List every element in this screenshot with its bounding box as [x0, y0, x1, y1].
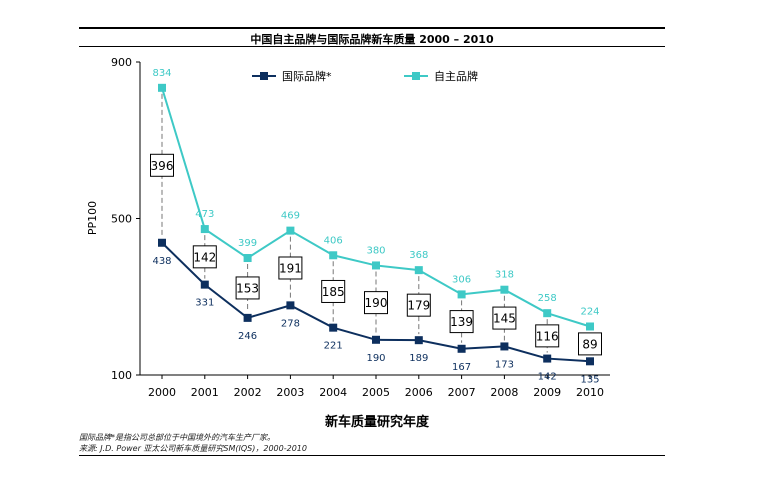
legend-international-label: 国际品牌*	[282, 69, 332, 83]
x-tick-label: 2001	[191, 386, 219, 399]
point-international	[243, 313, 252, 322]
x-axis-label: 新车质量研究年度	[324, 415, 429, 430]
point-international	[372, 335, 380, 344]
data-label-domestic: 399	[238, 238, 257, 249]
point-domestic	[158, 83, 166, 92]
point-domestic	[329, 251, 338, 260]
gap-label: 185	[322, 285, 345, 299]
point-domestic	[543, 309, 552, 318]
gap-label: 396	[151, 159, 174, 173]
gap-box	[406, 293, 431, 317]
point-domestic	[243, 254, 252, 263]
gap-box	[150, 153, 174, 177]
gap-label: 191	[279, 261, 302, 275]
gap-box	[449, 310, 474, 334]
data-label-domestic: 306	[452, 274, 471, 285]
data-label-domestic: 258	[538, 293, 557, 304]
gap-box	[492, 306, 517, 330]
data-label-domestic: 406	[324, 235, 343, 246]
data-label-international: 173	[495, 359, 514, 370]
point-domestic	[200, 225, 209, 234]
data-label-international: 135	[580, 374, 599, 385]
data-label-international: 221	[324, 341, 343, 352]
point-international	[414, 336, 423, 345]
gap-label: 116	[536, 329, 559, 343]
gap-label: 142	[193, 250, 216, 264]
point-domestic	[414, 266, 423, 275]
data-label-domestic: 368	[409, 250, 428, 261]
y-tick-label: 500	[111, 213, 132, 226]
x-tick-label: 2002	[234, 386, 262, 399]
gap-label: 153	[236, 281, 259, 295]
point-international	[586, 357, 594, 366]
data-label-domestic: 380	[366, 245, 385, 256]
gap-box	[235, 276, 260, 300]
data-label-international: 278	[281, 318, 300, 329]
data-label-domestic: 469	[281, 211, 300, 222]
footnote-source: 来源: J.D. Power 亚太公司新车质量研究SM(IQS)，2000-20…	[79, 444, 307, 453]
point-international	[200, 280, 209, 289]
gap-label: 190	[365, 296, 388, 310]
legend-international-marker	[260, 72, 268, 80]
point-international	[329, 323, 338, 332]
data-label-international: 331	[195, 298, 214, 309]
data-label-international: 438	[152, 256, 171, 267]
x-tick-label: 2009	[533, 386, 561, 399]
footnote-definition: 国际品牌*是指公司总部位于中国境外的汽车生产厂家。	[79, 433, 275, 442]
point-international	[286, 301, 295, 310]
data-label-domestic: 834	[152, 68, 171, 79]
x-tick-label: 2007	[448, 386, 476, 399]
point-domestic	[372, 261, 380, 270]
gap-label: 179	[407, 299, 430, 313]
x-tick-label: 2005	[362, 386, 390, 399]
gap-box	[321, 279, 346, 303]
top-rule	[79, 27, 665, 29]
gap-label: 89	[582, 337, 597, 351]
y-tick-label: 900	[111, 56, 132, 69]
gap-label: 145	[493, 312, 516, 326]
point-international	[457, 344, 466, 353]
title-rule	[79, 46, 665, 47]
x-tick-label: 2003	[276, 386, 304, 399]
data-label-international: 190	[366, 353, 385, 364]
point-international	[543, 354, 552, 363]
x-tick-label: 2008	[490, 386, 518, 399]
gap-box	[364, 291, 388, 315]
legend-domestic-marker	[412, 72, 420, 80]
y-tick-label: 100	[111, 369, 132, 382]
point-domestic	[286, 226, 295, 235]
point-international	[158, 238, 166, 247]
x-tick-label: 2004	[319, 386, 347, 399]
x-tick-label: 2010	[576, 386, 604, 399]
gap-box	[535, 324, 560, 348]
data-label-domestic: 318	[495, 270, 514, 281]
data-label-international: 167	[452, 362, 471, 373]
data-label-domestic: 473	[195, 209, 214, 220]
data-label-international: 142	[538, 372, 557, 383]
gap-box	[192, 245, 217, 269]
point-international	[500, 342, 509, 351]
legend-domestic-label: 自主品牌	[434, 69, 478, 83]
data-label-domestic: 224	[580, 306, 599, 317]
chart-title: 中国自主品牌与国际品牌新车质量 2000 – 2010	[250, 33, 494, 46]
gap-box	[578, 332, 602, 356]
x-tick-label: 2000	[148, 386, 176, 399]
point-domestic	[586, 322, 594, 331]
data-label-international: 246	[238, 331, 257, 342]
x-tick-label: 2006	[405, 386, 433, 399]
bottom-rule	[79, 455, 665, 456]
gap-label: 139	[450, 315, 473, 329]
data-label-international: 189	[409, 353, 428, 364]
y-axis-label: PP100	[86, 201, 99, 235]
gap-box	[278, 256, 303, 280]
point-domestic	[500, 285, 509, 294]
point-domestic	[457, 290, 466, 299]
